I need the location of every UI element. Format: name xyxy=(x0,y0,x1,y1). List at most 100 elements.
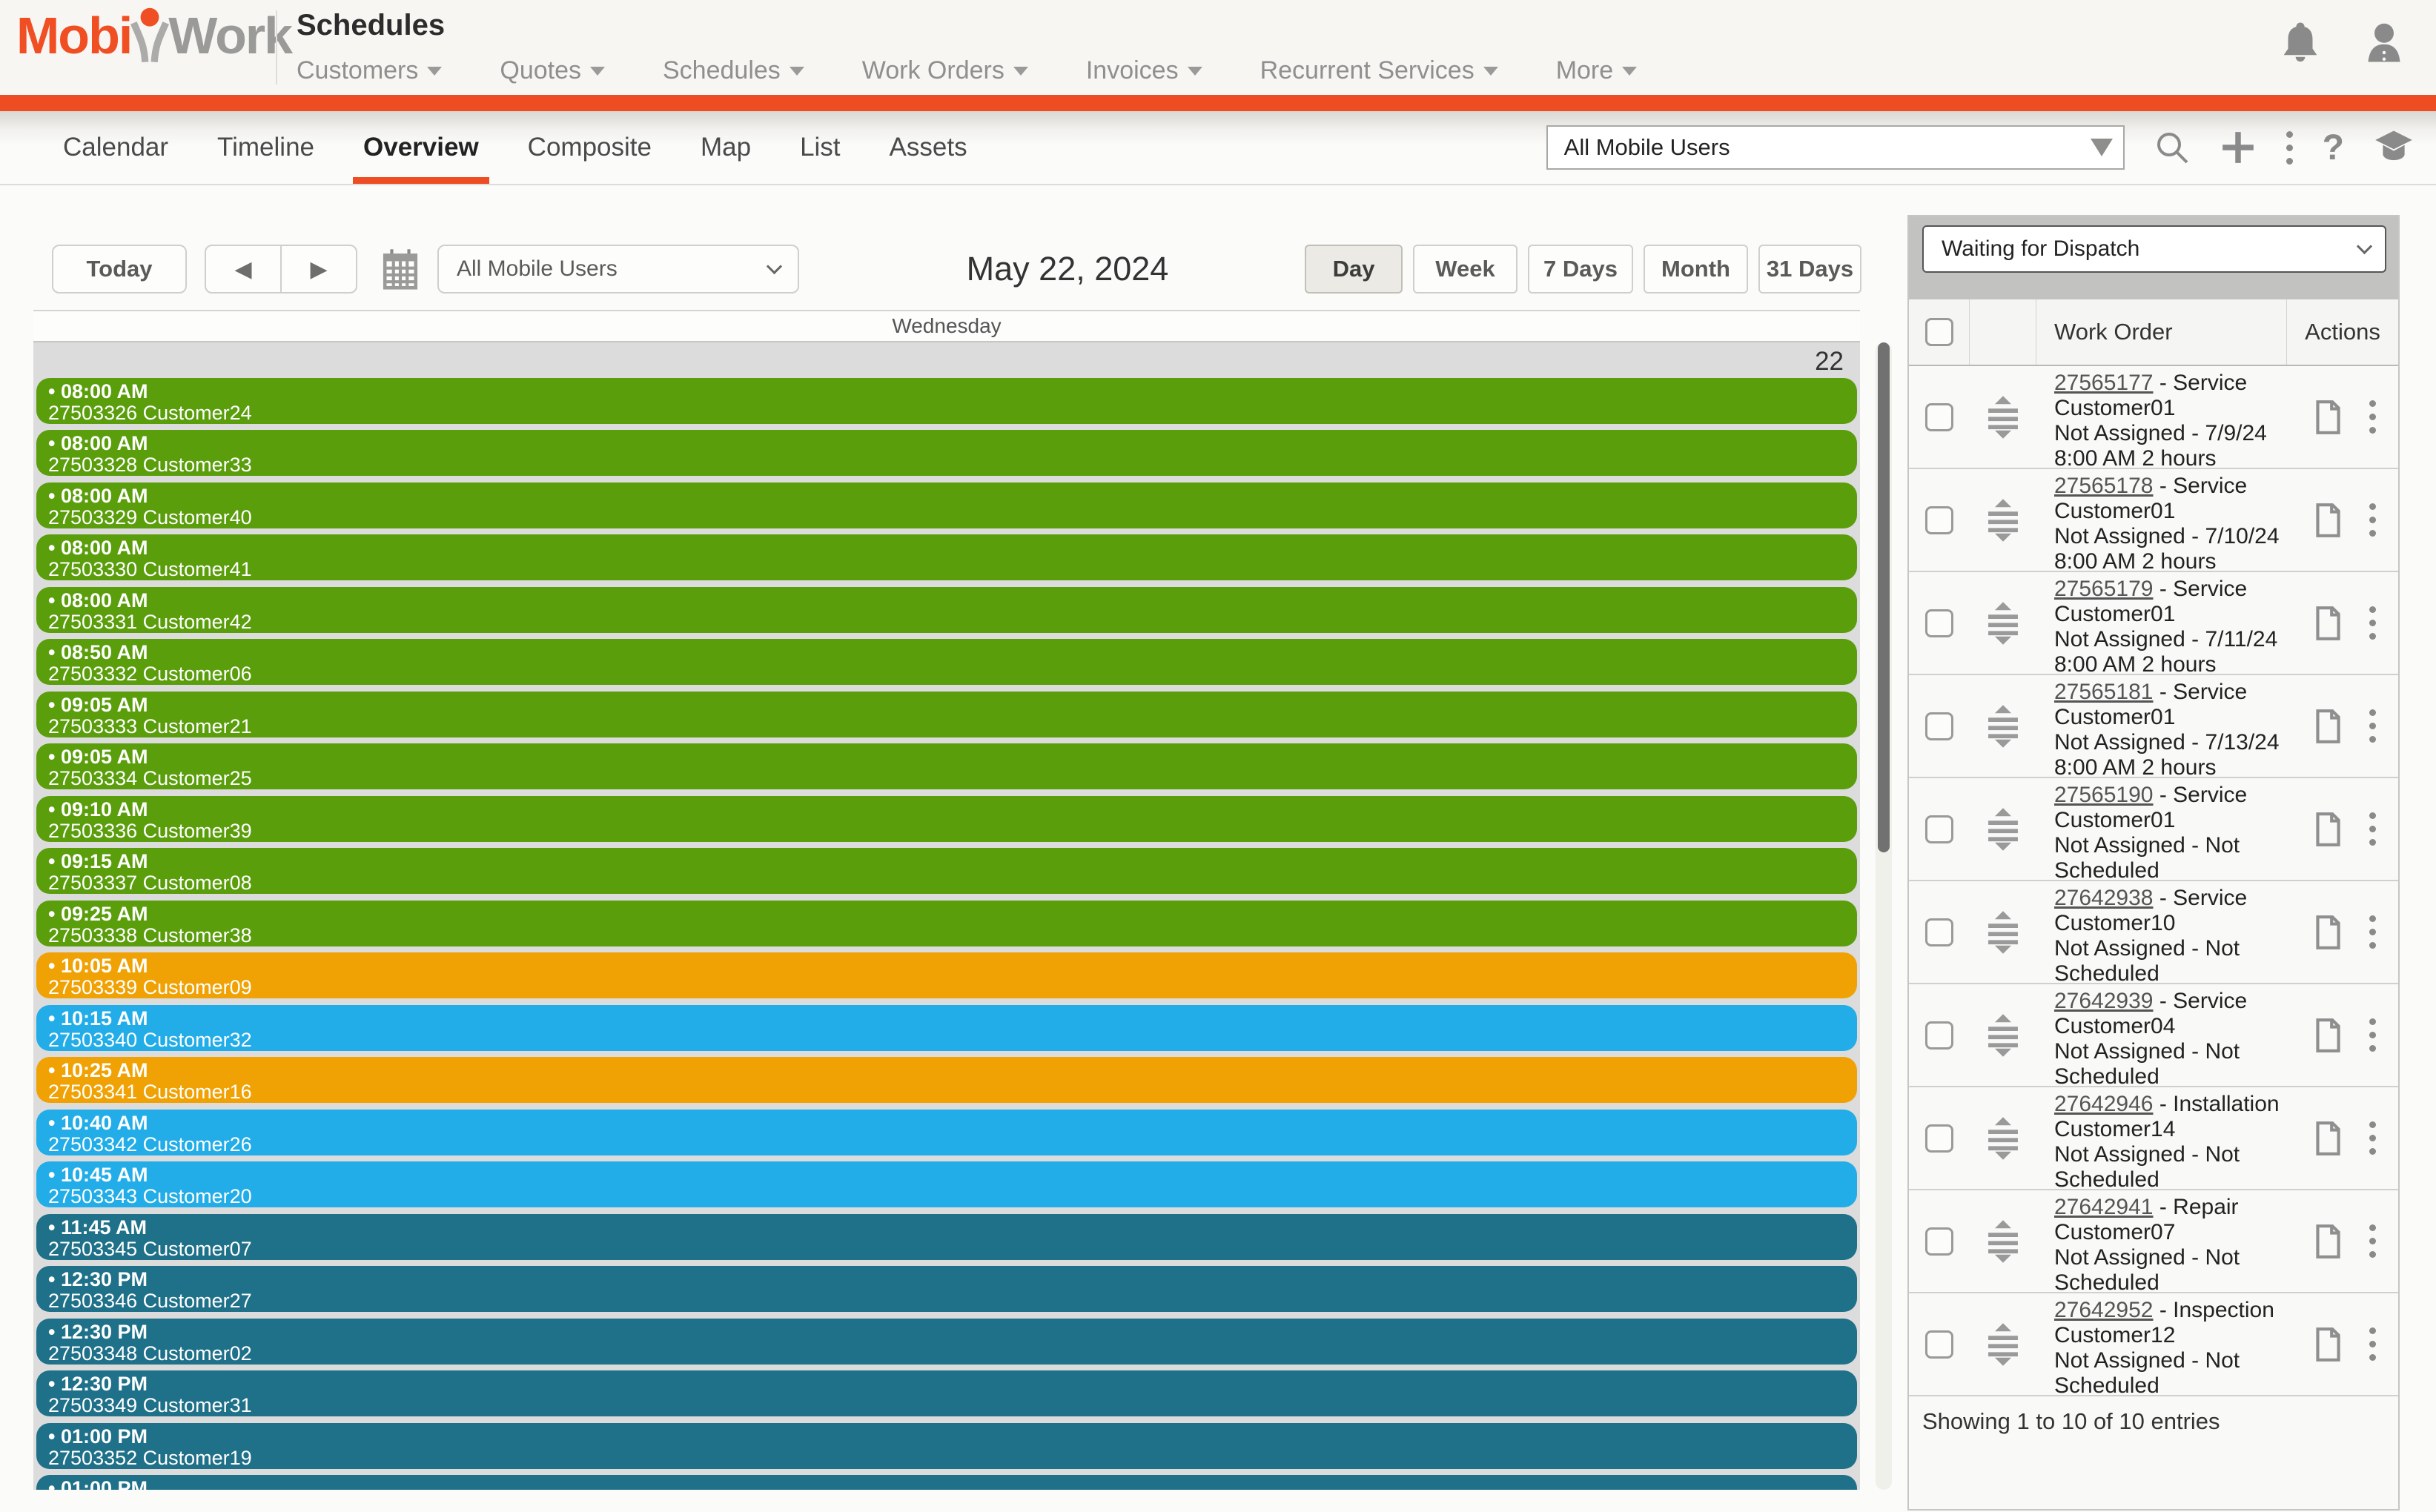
nav-work-orders[interactable]: Work Orders xyxy=(862,56,1028,85)
document-icon[interactable] xyxy=(2309,397,2346,438)
drag-handle-icon[interactable] xyxy=(1983,1012,2023,1058)
document-icon[interactable] xyxy=(2309,809,2346,850)
nav-invoices[interactable]: Invoices xyxy=(1086,56,1202,85)
row-menu-icon[interactable] xyxy=(2369,606,2376,640)
drag-handle-icon[interactable] xyxy=(1983,1115,2023,1161)
row-checkbox[interactable] xyxy=(1925,609,1953,637)
tab-map[interactable]: Map xyxy=(700,133,752,162)
work-order-link[interactable]: 27642952 xyxy=(2054,1298,2154,1322)
add-icon[interactable] xyxy=(2220,129,2257,166)
document-icon[interactable] xyxy=(2309,912,2346,953)
work-order-link[interactable]: 27565190 xyxy=(2054,783,2154,807)
document-icon[interactable] xyxy=(2309,1015,2346,1056)
nav-schedules[interactable]: Schedules xyxy=(663,56,804,85)
document-icon[interactable] xyxy=(2309,1324,2346,1365)
user-account-icon[interactable] xyxy=(2362,21,2406,70)
drag-handle-icon[interactable] xyxy=(1983,1218,2023,1264)
view-31days-button[interactable]: 31 Days xyxy=(1758,245,1861,294)
document-icon[interactable] xyxy=(2309,1118,2346,1159)
tab-assets[interactable]: Assets xyxy=(889,133,967,162)
row-menu-icon[interactable] xyxy=(2369,1121,2376,1155)
view-day-button[interactable]: Day xyxy=(1305,245,1403,294)
view-7days-button[interactable]: 7 Days xyxy=(1528,245,1633,294)
search-icon[interactable] xyxy=(2154,130,2190,165)
nav-customers[interactable]: Customers xyxy=(297,56,443,85)
work-order-link[interactable]: 27642938 xyxy=(2054,886,2154,910)
tab-calendar[interactable]: Calendar xyxy=(63,133,169,162)
help-icon[interactable]: ? xyxy=(2322,127,2344,168)
drag-handle-icon[interactable] xyxy=(1983,806,2023,852)
tab-timeline[interactable]: Timeline xyxy=(217,133,315,162)
next-day-button[interactable]: ▶ xyxy=(310,256,328,282)
prev-day-button[interactable]: ◀ xyxy=(206,246,282,292)
row-menu-icon[interactable] xyxy=(2369,812,2376,846)
row-checkbox[interactable] xyxy=(1925,402,1953,431)
view-week-button[interactable]: Week xyxy=(1413,245,1517,294)
drag-handle-icon[interactable] xyxy=(1983,394,2023,440)
today-button[interactable]: Today xyxy=(52,245,187,294)
work-order-link[interactable]: 27642939 xyxy=(2054,989,2154,1013)
view-month-button[interactable]: Month xyxy=(1644,245,1748,294)
row-menu-icon[interactable] xyxy=(2369,709,2376,743)
nav-more[interactable]: More xyxy=(1556,56,1638,85)
nav-recurrent-services[interactable]: Recurrent Services xyxy=(1260,56,1498,85)
work-order-link[interactable]: 27565178 xyxy=(2054,474,2154,498)
row-checkbox[interactable] xyxy=(1925,815,1953,843)
calendar-picker-icon[interactable] xyxy=(380,248,421,296)
row-checkbox[interactable] xyxy=(1925,505,1953,534)
mobiwork-logo[interactable]: Mobi Work xyxy=(16,6,293,65)
work-order-link[interactable]: 27565179 xyxy=(2054,577,2154,601)
row-menu-icon[interactable] xyxy=(2369,1327,2376,1361)
document-icon[interactable] xyxy=(2309,1221,2346,1262)
notifications-bell-icon[interactable] xyxy=(2277,21,2323,70)
drag-handle-icon[interactable] xyxy=(1983,600,2023,646)
work-order-link[interactable]: 27642946 xyxy=(2054,1092,2154,1116)
tab-overview[interactable]: Overview xyxy=(353,111,489,184)
nav-quotes[interactable]: Quotes xyxy=(500,56,605,85)
work-order-link[interactable]: 27565181 xyxy=(2054,680,2154,704)
row-checkbox[interactable] xyxy=(1925,1021,1953,1050)
row-menu-icon[interactable] xyxy=(2369,503,2376,537)
row-menu-icon[interactable] xyxy=(2369,1018,2376,1052)
row-checkbox[interactable] xyxy=(1925,918,1953,946)
drag-handle-icon[interactable] xyxy=(1983,1322,2023,1367)
document-icon[interactable] xyxy=(2309,500,2346,541)
drag-handle-icon[interactable] xyxy=(1983,497,2023,543)
document-icon[interactable] xyxy=(2309,706,2346,747)
select-all-checkbox[interactable] xyxy=(1924,318,1953,346)
mobile-users-dropdown[interactable]: All Mobile Users xyxy=(1546,125,2125,170)
calendar-scrollbar-thumb[interactable] xyxy=(1878,342,1890,852)
work-order-link[interactable]: 27565177 xyxy=(2054,371,2154,395)
dispatch-filter-select[interactable]: Waiting for Dispatch xyxy=(1922,225,2386,273)
tab-list[interactable]: List xyxy=(800,133,841,162)
drag-handle-icon[interactable] xyxy=(1983,909,2023,955)
schedule-event[interactable]: 01:00 PM xyxy=(36,1475,1857,1490)
row-menu-icon[interactable] xyxy=(2369,400,2376,434)
drag-handle-icon[interactable] xyxy=(1983,703,2023,749)
row-checkbox[interactable] xyxy=(1925,1330,1953,1359)
row-checkbox[interactable] xyxy=(1925,1227,1953,1256)
training-graduation-cap-icon[interactable] xyxy=(2374,129,2414,166)
work-order-link[interactable]: 27642941 xyxy=(2054,1195,2154,1219)
tab-composite[interactable]: Composite xyxy=(527,133,652,162)
